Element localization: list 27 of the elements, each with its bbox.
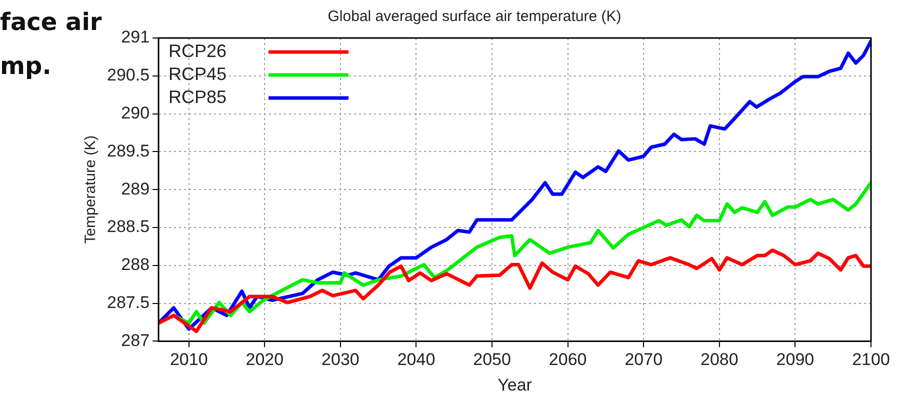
y-tick-label: 289 — [121, 179, 150, 198]
x-tick-label: 2070 — [624, 350, 663, 370]
x-tick-label: 2080 — [700, 350, 738, 370]
y-tick-label: 291 — [121, 28, 150, 47]
x-axis-title: Year — [498, 375, 532, 394]
y-tick-label: 290 — [121, 103, 150, 122]
y-tick-label: 287 — [121, 330, 150, 350]
legend-label: RCP45 — [168, 64, 227, 84]
y-tick-label: 289.5 — [106, 141, 150, 160]
text: face air — [0, 7, 102, 38]
legend-label: RCP85 — [168, 86, 227, 107]
legend-label: RCP26 — [168, 40, 227, 61]
x-tick-label: 2060 — [548, 350, 587, 370]
x-tick-label: 2020 — [246, 350, 284, 370]
x-tick-label: 2100 — [852, 350, 890, 370]
y-tick-label: 288.5 — [106, 217, 150, 236]
y-axis-title: Temperature (K) — [82, 135, 100, 244]
y-tick-label: 288 — [121, 255, 150, 274]
x-tick-label: 2030 — [322, 350, 360, 370]
y-tick-label: 287.5 — [106, 292, 150, 312]
x-tick-label: 2040 — [397, 350, 436, 370]
chart-title: Global averaged surface air temperature (K) — [328, 8, 622, 26]
x-tick-label: 2010 — [170, 350, 208, 370]
y-tick-label: 290.5 — [106, 66, 150, 85]
x-tick-label: 2050 — [473, 350, 511, 370]
x-tick-label: 2090 — [776, 350, 814, 370]
text: mp. — [0, 51, 52, 82]
